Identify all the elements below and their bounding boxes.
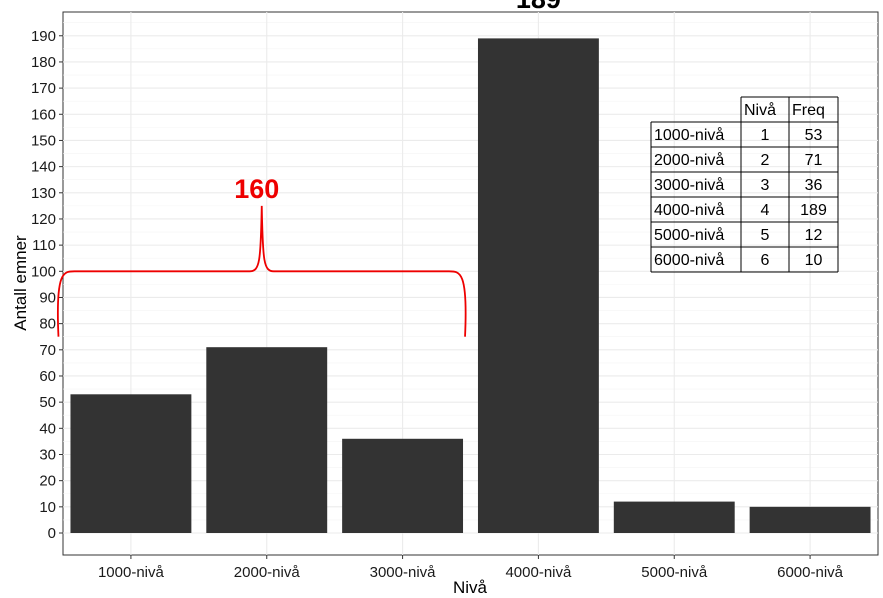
x-axis: 1000-nivå 2000-nivå 3000-nivå 4000-nivå 5000… bbox=[98, 555, 844, 581]
y-tick-label: 190 bbox=[31, 28, 56, 45]
x-tick-label: 4000-nivå bbox=[505, 564, 572, 581]
y-tick-label: 80 bbox=[39, 316, 56, 333]
y-tick-label: 170 bbox=[31, 80, 56, 97]
plot-panel bbox=[62, 11, 879, 556]
table-cell: 71 bbox=[805, 152, 823, 169]
table-cell: 6000-nivå bbox=[654, 251, 724, 269]
y-tick-label: 20 bbox=[39, 473, 56, 490]
table-header-cell: Freq bbox=[792, 102, 825, 119]
x-tick-label: 6000-nivå bbox=[777, 564, 844, 581]
y-tick-label: 150 bbox=[31, 132, 56, 149]
table-cell: 1 bbox=[761, 127, 770, 144]
bar bbox=[206, 347, 328, 533]
table-cell: 2000-nivå bbox=[654, 151, 724, 169]
table-cell: 4000-nivå bbox=[654, 201, 724, 219]
y-tick-label: 120 bbox=[31, 211, 56, 228]
x-axis-title: Nivå bbox=[453, 578, 488, 597]
x-tick-label: 2000-nivå bbox=[234, 564, 301, 581]
table-header-cell: Nivå bbox=[744, 101, 776, 119]
annotations: 189 160 bbox=[56, 0, 561, 337]
table-cell: 36 bbox=[805, 177, 823, 194]
y-tick-label: 160 bbox=[31, 106, 56, 123]
bar bbox=[477, 38, 599, 534]
table-cell: 53 bbox=[805, 127, 823, 144]
y-tick-label: 90 bbox=[39, 289, 56, 306]
y-tick-label: 10 bbox=[39, 499, 56, 516]
y-tick-label: 110 bbox=[32, 237, 56, 254]
bar bbox=[70, 394, 192, 533]
y-tick-label: 130 bbox=[31, 185, 56, 202]
y-tick-label: 50 bbox=[39, 394, 56, 411]
y-tick-label: 140 bbox=[31, 159, 56, 176]
bars bbox=[70, 38, 871, 534]
y-axis-title: Antall emner bbox=[11, 235, 30, 331]
table-cell: 1000-nivå bbox=[654, 126, 724, 144]
bar bbox=[749, 506, 871, 533]
y-tick-label: 100 bbox=[31, 263, 56, 280]
bar bbox=[613, 501, 735, 533]
y-tick-label: 70 bbox=[39, 342, 56, 359]
y-axis: 0 10 20 30 40 50 60 70 80 90 100 110 120 130 140 150 160… bbox=[31, 28, 63, 542]
table-cell: 6 bbox=[761, 252, 770, 269]
table-cell: 3 bbox=[761, 177, 770, 194]
x-tick-label: 3000-nivå bbox=[370, 564, 437, 581]
brace-annotation-label: 160 bbox=[234, 174, 279, 204]
bar bbox=[342, 438, 464, 533]
bar-value-annotation: 189 bbox=[516, 0, 561, 14]
table-cell: 10 bbox=[805, 252, 823, 269]
y-tick-label: 180 bbox=[31, 54, 56, 71]
y-tick-label: 40 bbox=[39, 420, 56, 437]
table-cell: 5 bbox=[761, 227, 770, 244]
table-cell: 4 bbox=[761, 202, 770, 219]
table-cell: 2 bbox=[761, 152, 770, 169]
y-tick-label: 60 bbox=[39, 368, 56, 385]
table-cell: 189 bbox=[800, 202, 827, 219]
x-tick-label: 1000-nivå bbox=[98, 564, 165, 581]
table-cell: 3000-nivå bbox=[654, 176, 724, 194]
table-cell: 5000-nivå bbox=[654, 226, 724, 244]
y-tick-label: 0 bbox=[48, 525, 56, 542]
brace-annotation bbox=[56, 205, 467, 337]
y-tick-label: 30 bbox=[39, 446, 56, 463]
x-tick-label: 5000-nivå bbox=[641, 564, 708, 581]
table-cell: 12 bbox=[805, 227, 823, 244]
